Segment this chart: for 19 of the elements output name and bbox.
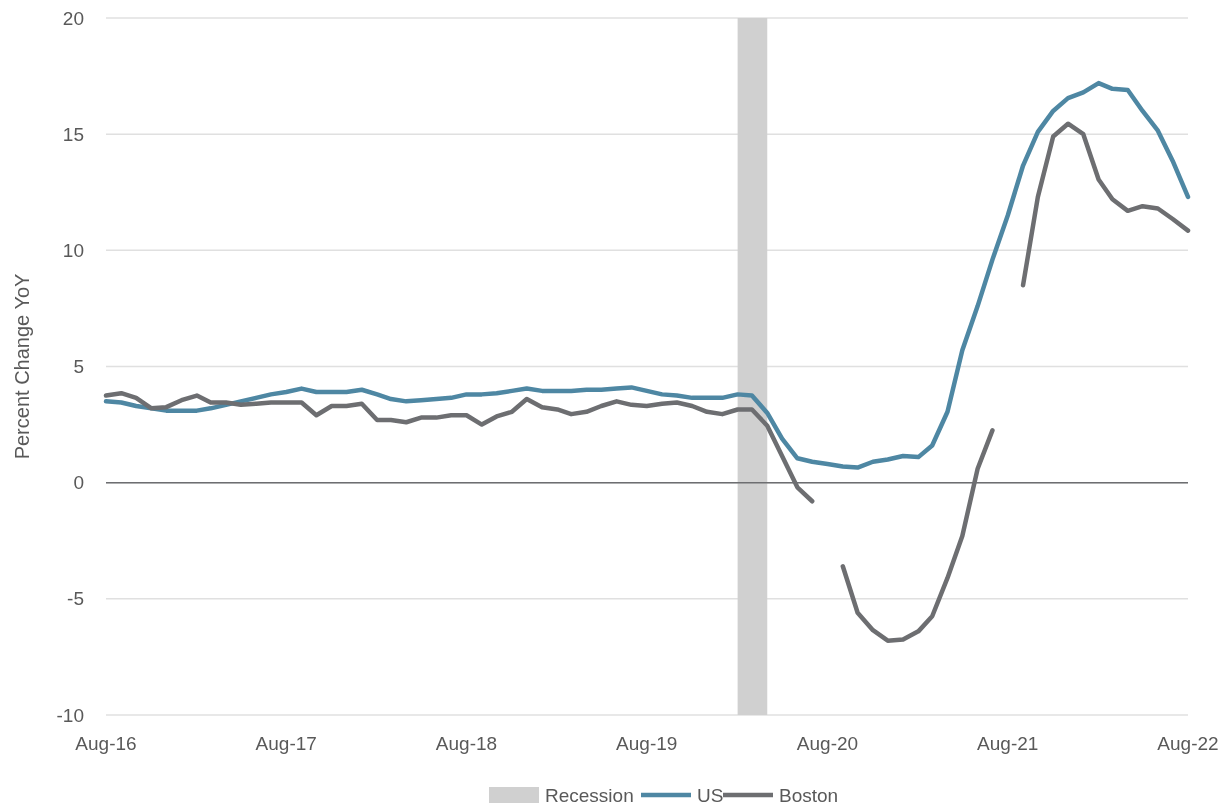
y-tick-label: 0 xyxy=(73,472,84,494)
y-tick-label: 15 xyxy=(62,123,84,145)
x-tick-label: Aug-19 xyxy=(616,733,678,754)
x-tick-label: Aug-17 xyxy=(255,733,317,754)
x-tick-label: Aug-22 xyxy=(1157,733,1219,754)
y-tick-label: -10 xyxy=(56,704,84,726)
legend-label: Recession xyxy=(545,784,634,806)
x-tick-label: Aug-16 xyxy=(75,733,137,754)
y-tick-label: -5 xyxy=(67,588,84,610)
y-tick-label: 10 xyxy=(62,239,84,261)
y-tick-label: 20 xyxy=(62,7,84,29)
y-tick-label: 5 xyxy=(73,356,84,378)
line-series xyxy=(103,80,1191,470)
x-tick-label: Aug-21 xyxy=(977,733,1039,754)
x-tick-label: Aug-18 xyxy=(435,733,498,754)
y-axis-title: Percent Change YoY xyxy=(11,273,33,460)
x-tick-label: Aug-20 xyxy=(796,733,859,754)
legend-label: Boston xyxy=(779,784,839,806)
legend-label: US xyxy=(697,784,724,806)
